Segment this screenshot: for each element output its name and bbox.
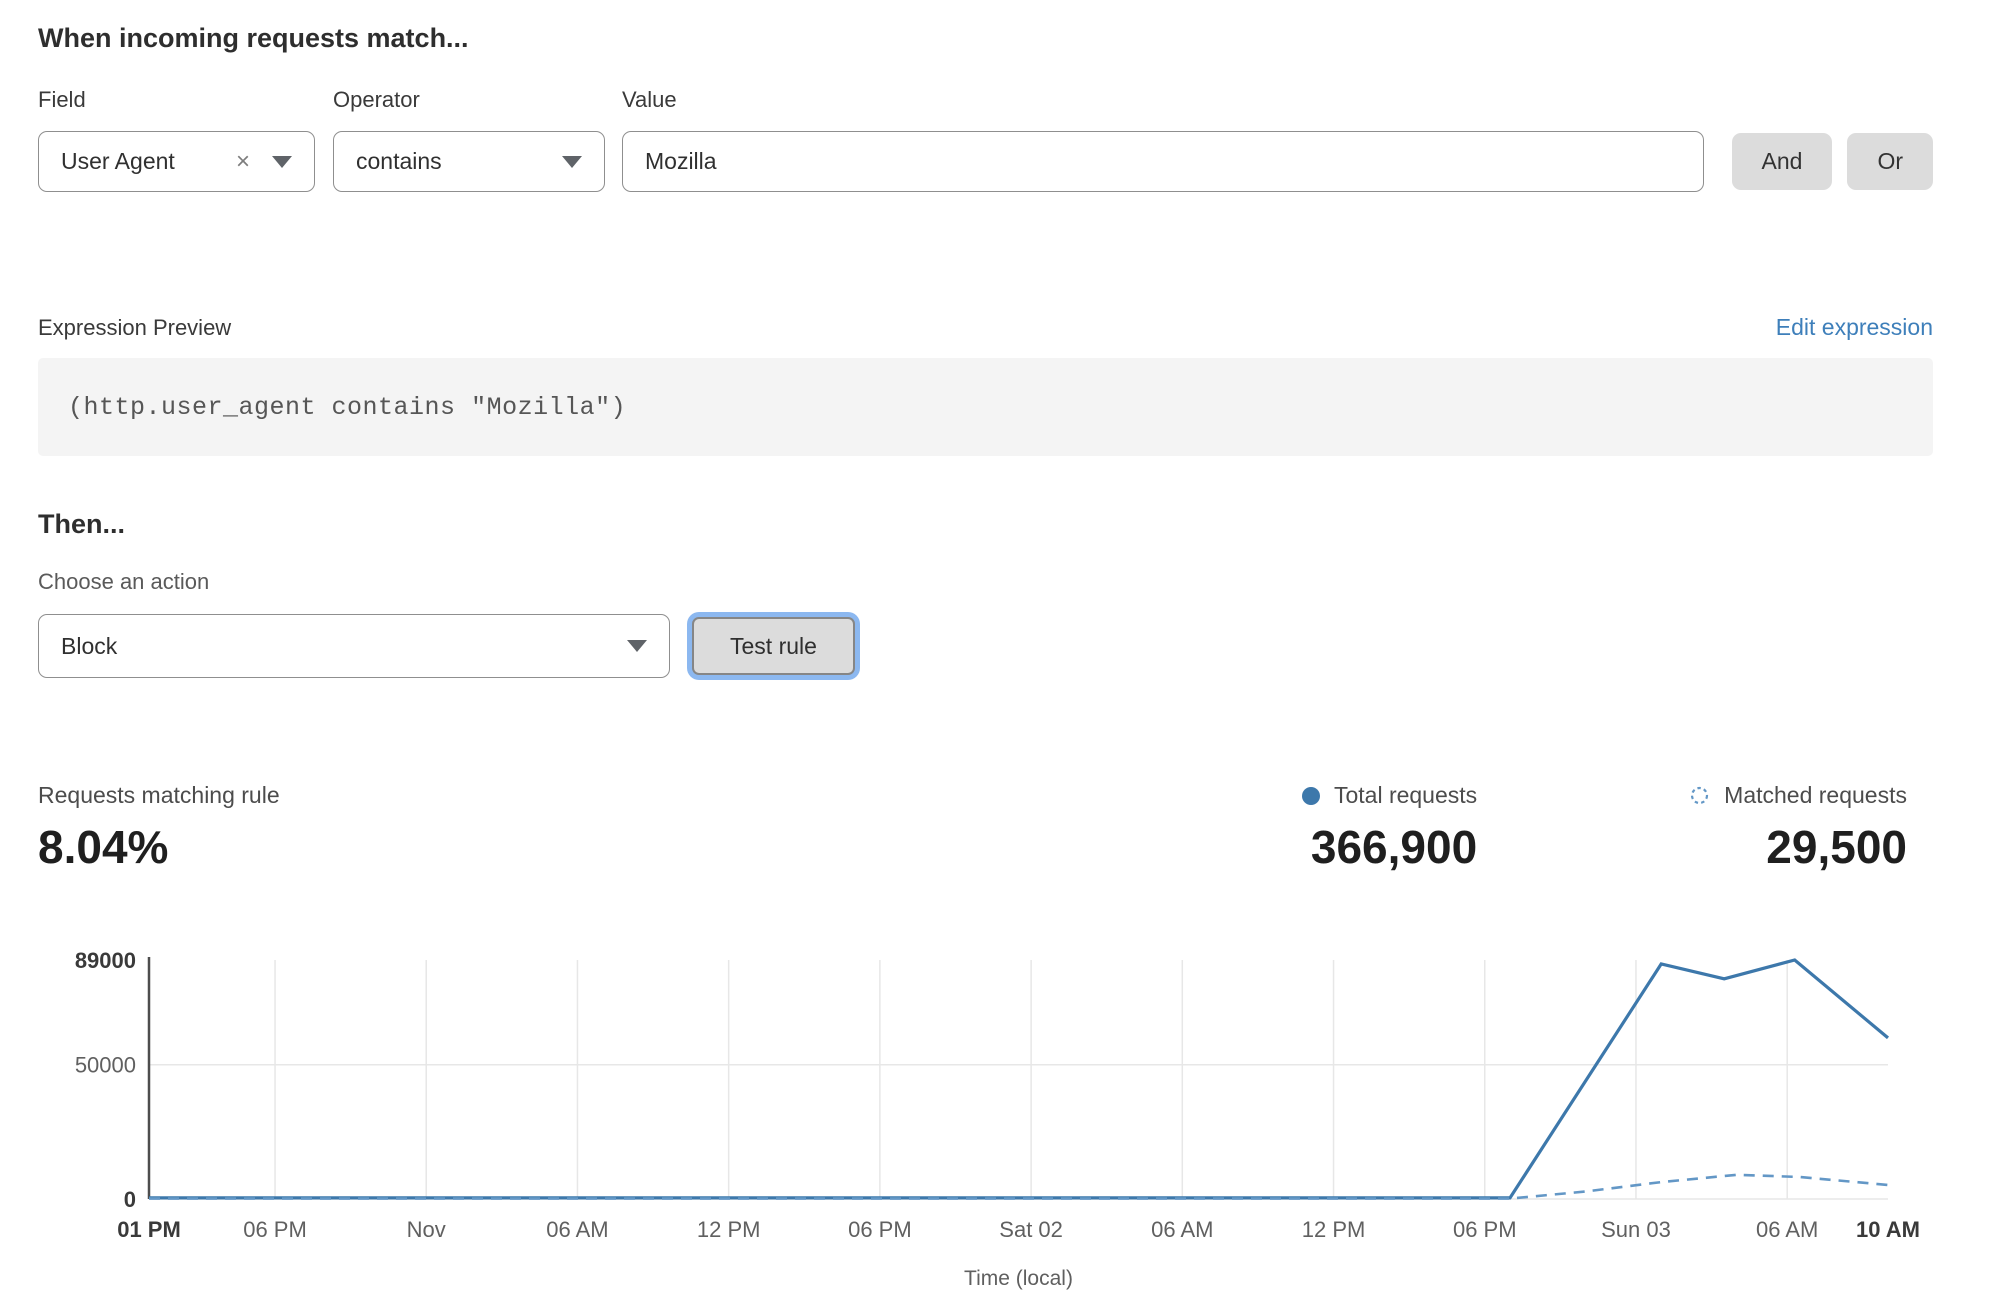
- chevron-down-icon: [627, 640, 647, 652]
- svg-text:Time (local): Time (local): [964, 1267, 1073, 1290]
- svg-text:Nov: Nov: [407, 1217, 446, 1242]
- condition-row: Field User Agent × Operator contains Val…: [38, 87, 1933, 192]
- svg-text:01 PM: 01 PM: [117, 1217, 181, 1242]
- value-label: Value: [622, 87, 677, 112]
- svg-text:89000: 89000: [75, 948, 136, 973]
- svg-text:0: 0: [124, 1187, 136, 1212]
- stats-row: Requests matching rule 8.04% Total reque…: [38, 782, 1933, 873]
- test-rule-button[interactable]: Test rule: [692, 617, 855, 675]
- svg-text:06 PM: 06 PM: [848, 1217, 912, 1242]
- svg-text:12 PM: 12 PM: [697, 1217, 761, 1242]
- expression-preview-box: (http.user_agent contains "Mozilla"): [38, 358, 1933, 456]
- requests-chart: 0 50000 89000 01 PM 06 PM Nov 06 AM 12 PM 06 PM S…: [75, 948, 1920, 1290]
- svg-text:12 PM: 12 PM: [1302, 1217, 1366, 1242]
- expression-code: (http.user_agent contains "Mozilla"): [68, 392, 627, 422]
- matched-requests-value: 29,500: [1766, 821, 1907, 873]
- expression-preview-label: Expression Preview: [38, 315, 232, 340]
- svg-text:50000: 50000: [75, 1053, 136, 1078]
- and-button[interactable]: And: [1731, 133, 1833, 190]
- svg-text:10 AM: 10 AM: [1856, 1217, 1920, 1242]
- action-select[interactable]: Block: [38, 614, 670, 678]
- then-heading: Then...: [38, 509, 125, 539]
- total-requests-dot-icon: [1301, 786, 1320, 805]
- svg-text:06 PM: 06 PM: [1453, 1217, 1517, 1242]
- svg-text:06 PM: 06 PM: [243, 1217, 307, 1242]
- svg-text:06 AM: 06 AM: [1756, 1217, 1818, 1242]
- value-input[interactable]: [622, 131, 1704, 192]
- action-select-value: Block: [61, 632, 118, 659]
- legend-total-requests[interactable]: Total requests 366,900: [1301, 782, 1478, 873]
- chevron-down-icon: [272, 155, 292, 168]
- operator-label: Operator: [333, 87, 420, 112]
- svg-text:Sun 03: Sun 03: [1601, 1217, 1671, 1242]
- operator-select[interactable]: contains: [333, 131, 605, 192]
- matched-requests-label: Matched requests: [1724, 782, 1907, 808]
- matched-requests-dashed-circle-icon: [1691, 786, 1709, 805]
- operator-select-value: contains: [356, 148, 442, 174]
- field-select[interactable]: User Agent ×: [38, 131, 315, 192]
- or-button[interactable]: Or: [1847, 133, 1933, 190]
- svg-text:06 AM: 06 AM: [1151, 1217, 1213, 1242]
- total-requests-value: 366,900: [1310, 821, 1478, 873]
- clear-field-icon[interactable]: ×: [235, 147, 250, 175]
- page-title: When incoming requests match...: [38, 23, 469, 53]
- requests-matching-value: 8.04%: [38, 821, 169, 873]
- choose-action-label: Choose an action: [38, 569, 210, 594]
- requests-matching-label: Requests matching rule: [38, 782, 280, 808]
- field-label: Field: [38, 87, 86, 112]
- svg-text:06 AM: 06 AM: [546, 1217, 608, 1242]
- field-select-value: User Agent: [61, 148, 175, 174]
- total-requests-label: Total requests: [1333, 782, 1478, 808]
- edit-expression-link[interactable]: Edit expression: [1775, 314, 1933, 340]
- chevron-down-icon: [562, 155, 582, 168]
- legend-matched-requests[interactable]: Matched requests 29,500: [1689, 782, 1907, 873]
- svg-text:Sat 02: Sat 02: [999, 1217, 1063, 1242]
